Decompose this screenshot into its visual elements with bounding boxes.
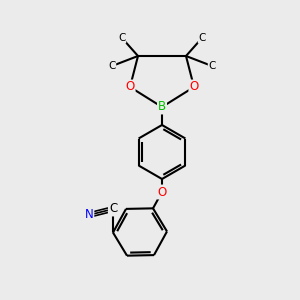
Text: C: C — [198, 33, 206, 43]
Text: N: N — [85, 208, 93, 221]
Text: C: C — [109, 202, 117, 215]
Text: C: C — [208, 61, 216, 71]
Text: B: B — [158, 100, 166, 113]
Text: O: O — [189, 80, 199, 94]
Text: C: C — [108, 61, 116, 71]
Text: O: O — [158, 185, 166, 199]
Text: O: O — [125, 80, 135, 94]
Text: C: C — [118, 33, 126, 43]
